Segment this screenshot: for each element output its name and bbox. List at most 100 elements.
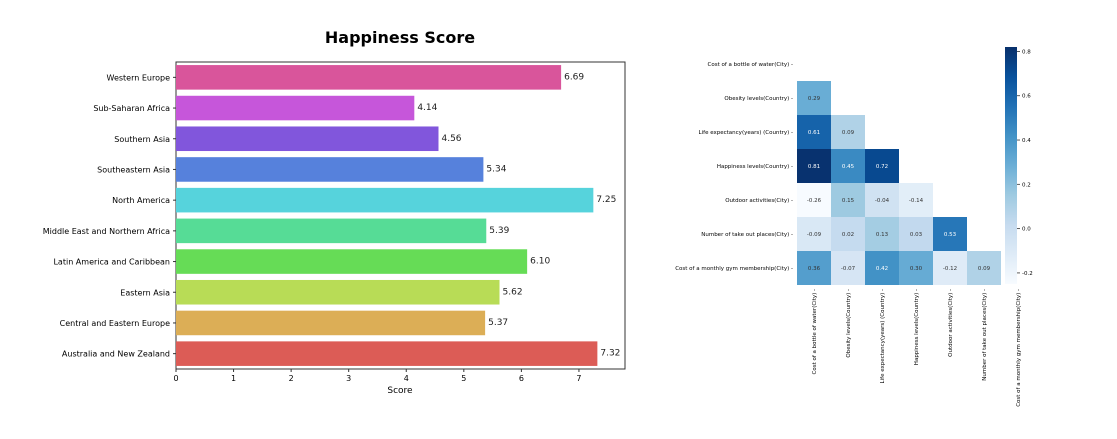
- heatmap-cell: [865, 183, 899, 217]
- heatmap-cell: [831, 251, 865, 285]
- cell-value: 0.13: [876, 232, 889, 238]
- heatmap-cell: [933, 251, 967, 285]
- col-label: Obesity levels(Country) -: [846, 289, 852, 358]
- cell-value: 0.45: [842, 164, 855, 170]
- cell-value: -0.14: [909, 198, 924, 204]
- col-label: Cost of a bottle of water(City) -: [812, 289, 818, 375]
- value-label: 7.32: [600, 349, 620, 359]
- row-label: Life expectancy(years) (Country) -: [699, 130, 793, 136]
- cell-value: 0.30: [910, 266, 923, 272]
- category-label: Western Europe: [107, 73, 171, 82]
- colorbar-tick-label: -0.2: [1022, 271, 1033, 277]
- cell-value: 0.61: [808, 130, 820, 136]
- cell-value: 0.42: [876, 266, 888, 272]
- value-label: 5.34: [486, 164, 506, 174]
- cell-value: 0.15: [842, 198, 855, 204]
- bar: [176, 187, 594, 213]
- bar: [176, 279, 500, 305]
- category-label: Australia and New Zealand: [62, 350, 170, 359]
- heatmap-cell: [797, 115, 831, 149]
- cell-value: 0.02: [842, 232, 854, 238]
- colorbar-tick-label: 0.4: [1022, 138, 1031, 144]
- heatmap-cell: [797, 251, 831, 285]
- cell-value: 0.29: [808, 96, 821, 102]
- cell-value: 0.09: [842, 130, 855, 136]
- row-label: Outdoor activities(City) -: [725, 198, 793, 204]
- x-tick-label: 1: [231, 374, 236, 383]
- row-label: Cost of a bottle of water(City) -: [708, 62, 794, 68]
- cell-value: -0.12: [943, 266, 957, 272]
- heatmap-cell: [831, 149, 865, 183]
- heatmap-cell: [797, 81, 831, 115]
- cell-value: 0.72: [876, 164, 888, 170]
- value-label: 7.25: [596, 195, 616, 205]
- cell-value: 0.36: [808, 266, 821, 272]
- bar: [176, 218, 487, 244]
- row-label: Happiness levels(Country) -: [717, 164, 793, 170]
- chart-title: Happiness Score: [325, 28, 475, 47]
- value-label: 5.37: [488, 318, 508, 328]
- cell-value: 0.09: [978, 266, 991, 272]
- colorbar-tick-label: 0.8: [1022, 49, 1031, 55]
- col-label: Outdoor activities(City) -: [948, 289, 954, 357]
- colorbar: [1005, 47, 1017, 284]
- heatmap-cell: [831, 115, 865, 149]
- heatmap-cell: [831, 183, 865, 217]
- col-label: Happiness levels(Country) -: [914, 289, 920, 365]
- bar: [176, 95, 415, 121]
- row-label: Number of take out places(City) -: [701, 232, 793, 238]
- heatmap-cell: [933, 217, 967, 251]
- value-label: 6.69: [564, 72, 584, 82]
- bar: [176, 126, 439, 152]
- x-tick-label: 4: [404, 374, 409, 383]
- category-label: Southern Asia: [114, 135, 170, 144]
- row-label: Cost of a monthly gym membership(City) -: [675, 266, 793, 272]
- heatmap-cell: [899, 251, 933, 285]
- heatmap-cell: [831, 217, 865, 251]
- col-label: Number of take out places(City) -: [982, 289, 988, 381]
- heatmap-cell: [967, 251, 1001, 285]
- bar: [176, 249, 528, 274]
- heatmap-cell: [797, 183, 831, 217]
- bar: [176, 65, 562, 90]
- category-label: Middle East and Northern Africa: [43, 227, 170, 236]
- row-label: Obesity levels(Country) -: [724, 96, 793, 102]
- col-label: Life expectancy(years) (Country) -: [880, 289, 886, 383]
- plot-area: [175, 61, 626, 370]
- x-tick-label: 5: [461, 374, 466, 383]
- category-label: Central and Eastern Europe: [60, 319, 170, 328]
- happiness-bar-chart: Happiness Score 6.69 Western Europe 4.14 Su…: [43, 28, 626, 396]
- x-tick-label: 2: [289, 374, 294, 383]
- cell-value: 0.03: [910, 232, 923, 238]
- x-tick-label: 0: [173, 374, 178, 383]
- heatmap-cell: [865, 149, 899, 183]
- cell-value: -0.04: [875, 198, 890, 204]
- bar: [176, 310, 486, 336]
- x-tick-label: 6: [519, 374, 524, 383]
- value-label: 4.14: [417, 103, 437, 113]
- x-tick-label: 3: [346, 374, 351, 383]
- value-label: 5.39: [489, 226, 509, 236]
- cell-value: 0.53: [944, 232, 957, 238]
- colorbar-tick-label: 0.0: [1022, 227, 1031, 233]
- heatmap-cell: [797, 149, 831, 183]
- x-axis-label: Score: [387, 386, 413, 396]
- value-label: 6.10: [530, 257, 550, 267]
- bar: [176, 341, 598, 366]
- cell-value: -0.07: [841, 266, 856, 272]
- category-label: Eastern Asia: [120, 288, 170, 297]
- value-label: 4.56: [441, 134, 461, 144]
- colorbar-tick-label: 0.6: [1022, 94, 1031, 100]
- x-tick-label: 7: [576, 374, 581, 383]
- heatmap-cell: [865, 217, 899, 251]
- heatmap-cell: [797, 217, 831, 251]
- bar: [176, 157, 484, 182]
- cell-value: -0.09: [807, 232, 822, 238]
- colorbar-tick-label: 0.2: [1022, 182, 1031, 188]
- category-label: Southeastern Asia: [97, 165, 170, 174]
- category-label: North America: [112, 196, 170, 205]
- heatmap-cell: [899, 217, 933, 251]
- category-label: Sub-Saharan Africa: [93, 104, 170, 113]
- heatmap-cell: [865, 251, 899, 285]
- category-label: Latin America and Caribbean: [53, 258, 170, 267]
